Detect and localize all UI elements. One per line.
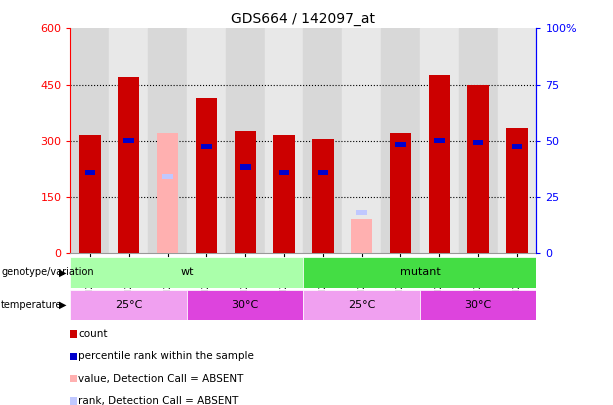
Bar xyxy=(498,28,536,253)
Text: count: count xyxy=(78,329,108,339)
Bar xyxy=(109,28,148,253)
Text: 30°C: 30°C xyxy=(465,300,492,310)
Bar xyxy=(273,135,295,253)
Bar xyxy=(187,28,226,253)
Bar xyxy=(265,28,303,253)
Bar xyxy=(342,28,381,253)
Bar xyxy=(473,140,484,145)
Bar xyxy=(420,28,459,253)
Bar xyxy=(196,98,217,253)
Text: value, Detection Call = ABSENT: value, Detection Call = ABSENT xyxy=(78,374,243,384)
Text: 25°C: 25°C xyxy=(348,300,375,310)
Bar xyxy=(148,28,187,253)
Bar xyxy=(157,133,178,253)
Text: 25°C: 25°C xyxy=(115,300,142,310)
Text: mutant: mutant xyxy=(400,267,440,277)
Bar xyxy=(162,174,173,179)
Text: temperature: temperature xyxy=(1,300,63,310)
Bar xyxy=(70,290,187,320)
Bar xyxy=(303,290,420,320)
Bar xyxy=(381,28,420,253)
Bar xyxy=(434,138,444,143)
Bar xyxy=(390,133,411,253)
Bar xyxy=(395,142,406,147)
Text: ▶: ▶ xyxy=(59,267,66,277)
Text: ▶: ▶ xyxy=(59,300,66,310)
Bar xyxy=(428,75,450,253)
Bar xyxy=(351,220,372,253)
Bar xyxy=(123,138,134,143)
Bar xyxy=(240,164,251,170)
Bar xyxy=(79,135,101,253)
Bar xyxy=(318,170,328,175)
Bar xyxy=(279,170,289,175)
Bar xyxy=(303,257,536,288)
Bar xyxy=(512,144,522,149)
Text: wt: wt xyxy=(180,267,194,277)
Text: genotype/variation: genotype/variation xyxy=(1,267,94,277)
Bar xyxy=(85,170,95,175)
Text: 30°C: 30°C xyxy=(232,300,259,310)
Title: GDS664 / 142097_at: GDS664 / 142097_at xyxy=(232,12,375,26)
Bar xyxy=(235,131,256,253)
Bar xyxy=(201,144,211,149)
Bar xyxy=(118,77,139,253)
Bar xyxy=(187,290,303,320)
Bar xyxy=(459,28,498,253)
Bar xyxy=(312,139,333,253)
Text: percentile rank within the sample: percentile rank within the sample xyxy=(78,352,254,361)
Bar xyxy=(226,28,265,253)
Bar xyxy=(70,257,303,288)
Bar xyxy=(303,28,342,253)
Bar xyxy=(356,210,367,215)
Text: rank, Detection Call = ABSENT: rank, Detection Call = ABSENT xyxy=(78,396,238,405)
Bar xyxy=(420,290,536,320)
Bar xyxy=(506,128,528,253)
Bar xyxy=(468,85,489,253)
Bar xyxy=(70,28,109,253)
